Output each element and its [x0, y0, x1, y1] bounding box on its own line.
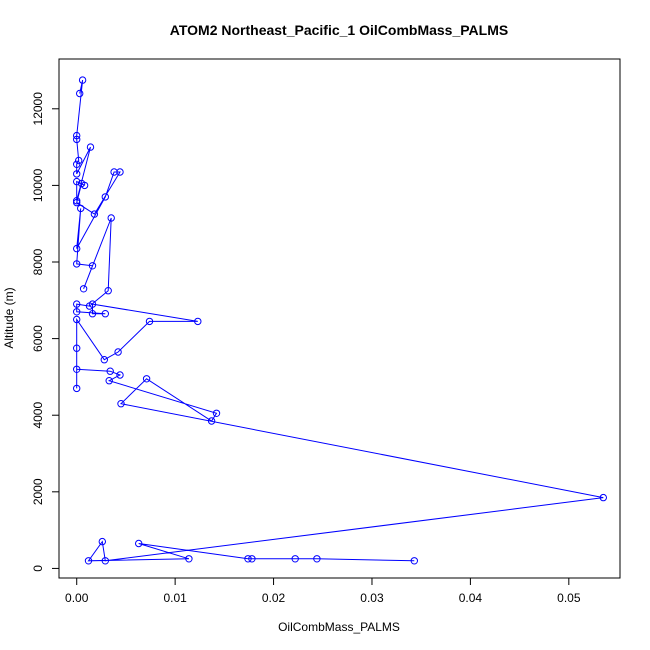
data-point — [248, 555, 256, 563]
data-point — [73, 177, 81, 186]
data-point — [410, 557, 418, 565]
data-point — [77, 179, 86, 188]
data-point — [98, 537, 107, 546]
data-point — [73, 384, 81, 393]
data-point — [101, 557, 110, 565]
data-point — [73, 260, 81, 268]
data-point — [104, 287, 112, 295]
data-point — [101, 310, 110, 318]
x-tick-label: 0.02 — [262, 591, 286, 605]
y-tick-label: 2000 — [31, 478, 45, 505]
data-point — [73, 198, 81, 207]
y-tick-label: 12000 — [31, 92, 45, 126]
chart-title: ATOM2 Northeast_Pacific_1 OilCombMass_PA… — [170, 22, 508, 38]
data-point — [599, 493, 607, 502]
series-lines — [76, 79, 604, 562]
x-tick-label: 0.03 — [360, 591, 384, 605]
data-point — [77, 204, 85, 213]
data-point — [75, 156, 83, 165]
data-point — [73, 135, 81, 144]
data-point — [135, 539, 143, 548]
x-tick-label: 0.00 — [65, 591, 89, 605]
data-point — [84, 557, 93, 565]
x-tick-label: 0.04 — [459, 591, 483, 605]
data-point — [106, 367, 114, 375]
data-point — [114, 348, 122, 356]
data-point — [194, 317, 202, 326]
x-axis-label: OilCombMass_PALMS — [278, 620, 400, 634]
y-tick-label: 6000 — [31, 325, 45, 352]
data-point — [116, 371, 124, 379]
data-point — [88, 300, 97, 308]
y-axis-label: Altitude (m) — [2, 287, 16, 348]
data-point — [207, 417, 216, 425]
data-point — [185, 555, 193, 563]
data-point — [73, 197, 81, 205]
data-point — [78, 76, 87, 84]
data-point — [117, 400, 125, 408]
data-point — [101, 193, 110, 201]
data-point — [100, 356, 109, 364]
y-tick-label: 8000 — [31, 248, 45, 275]
data-point — [73, 160, 81, 169]
data-point — [107, 214, 115, 222]
data-point — [212, 409, 221, 417]
data-point — [73, 300, 81, 308]
data-point — [76, 89, 84, 98]
data-point — [79, 285, 88, 293]
y-tick-label: 10000 — [31, 168, 45, 202]
data-point — [313, 555, 321, 563]
y-tick-label: 4000 — [31, 402, 45, 429]
data-point — [142, 375, 151, 383]
x-tick-label: 0.05 — [557, 591, 581, 605]
plot-frame — [58, 58, 621, 579]
data-point — [145, 317, 154, 326]
data-point — [88, 262, 97, 270]
data-point — [86, 143, 95, 151]
data-point — [88, 310, 97, 318]
data-point — [73, 315, 81, 324]
data-point — [110, 168, 118, 176]
data-point — [90, 210, 99, 218]
data-point — [73, 170, 81, 178]
data-point — [73, 244, 81, 253]
x-tick-label: 0.01 — [163, 591, 187, 605]
data-point — [105, 377, 113, 385]
y-axis: 0 2000 4000 6000 8000 10000 12000 — [31, 92, 60, 572]
data-point — [73, 131, 81, 140]
data-point — [73, 365, 81, 373]
x-axis: 0.00 0.01 0.02 0.03 0.04 0.05 — [65, 577, 581, 605]
series-points — [73, 76, 607, 565]
data-point — [73, 308, 81, 316]
series-line — [76, 79, 604, 562]
data-point — [244, 555, 252, 563]
y-tick-label: 0 — [31, 565, 45, 572]
data-point — [291, 555, 299, 563]
data-point — [73, 344, 81, 352]
